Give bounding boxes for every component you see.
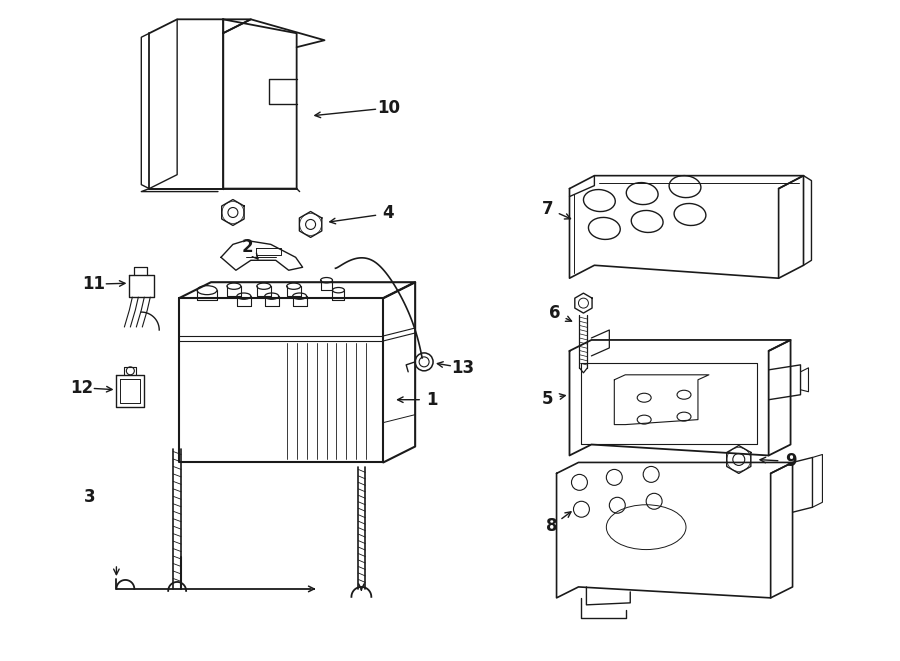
Text: 3: 3 — [84, 488, 95, 506]
Text: 8: 8 — [545, 517, 557, 535]
Text: 1: 1 — [427, 391, 437, 408]
Text: 12: 12 — [70, 379, 93, 397]
Text: 13: 13 — [452, 359, 474, 377]
Text: 7: 7 — [542, 200, 554, 217]
Text: 9: 9 — [785, 452, 796, 471]
Text: 5: 5 — [542, 390, 554, 408]
Text: 6: 6 — [549, 304, 561, 322]
Text: 11: 11 — [82, 275, 105, 293]
Text: 2: 2 — [242, 239, 254, 256]
Text: 10: 10 — [377, 99, 400, 117]
Text: 4: 4 — [382, 204, 394, 223]
